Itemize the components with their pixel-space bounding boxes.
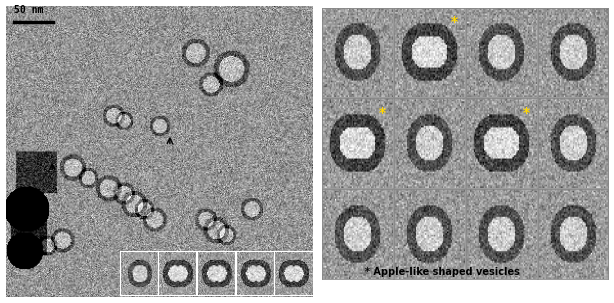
Text: *: * — [523, 106, 530, 120]
Text: *: * — [379, 106, 386, 120]
Text: *: * — [451, 15, 458, 29]
Text: * Apple-like shaped vesicles: * Apple-like shaped vesicles — [365, 267, 519, 277]
Text: 50 nm: 50 nm — [14, 5, 44, 15]
